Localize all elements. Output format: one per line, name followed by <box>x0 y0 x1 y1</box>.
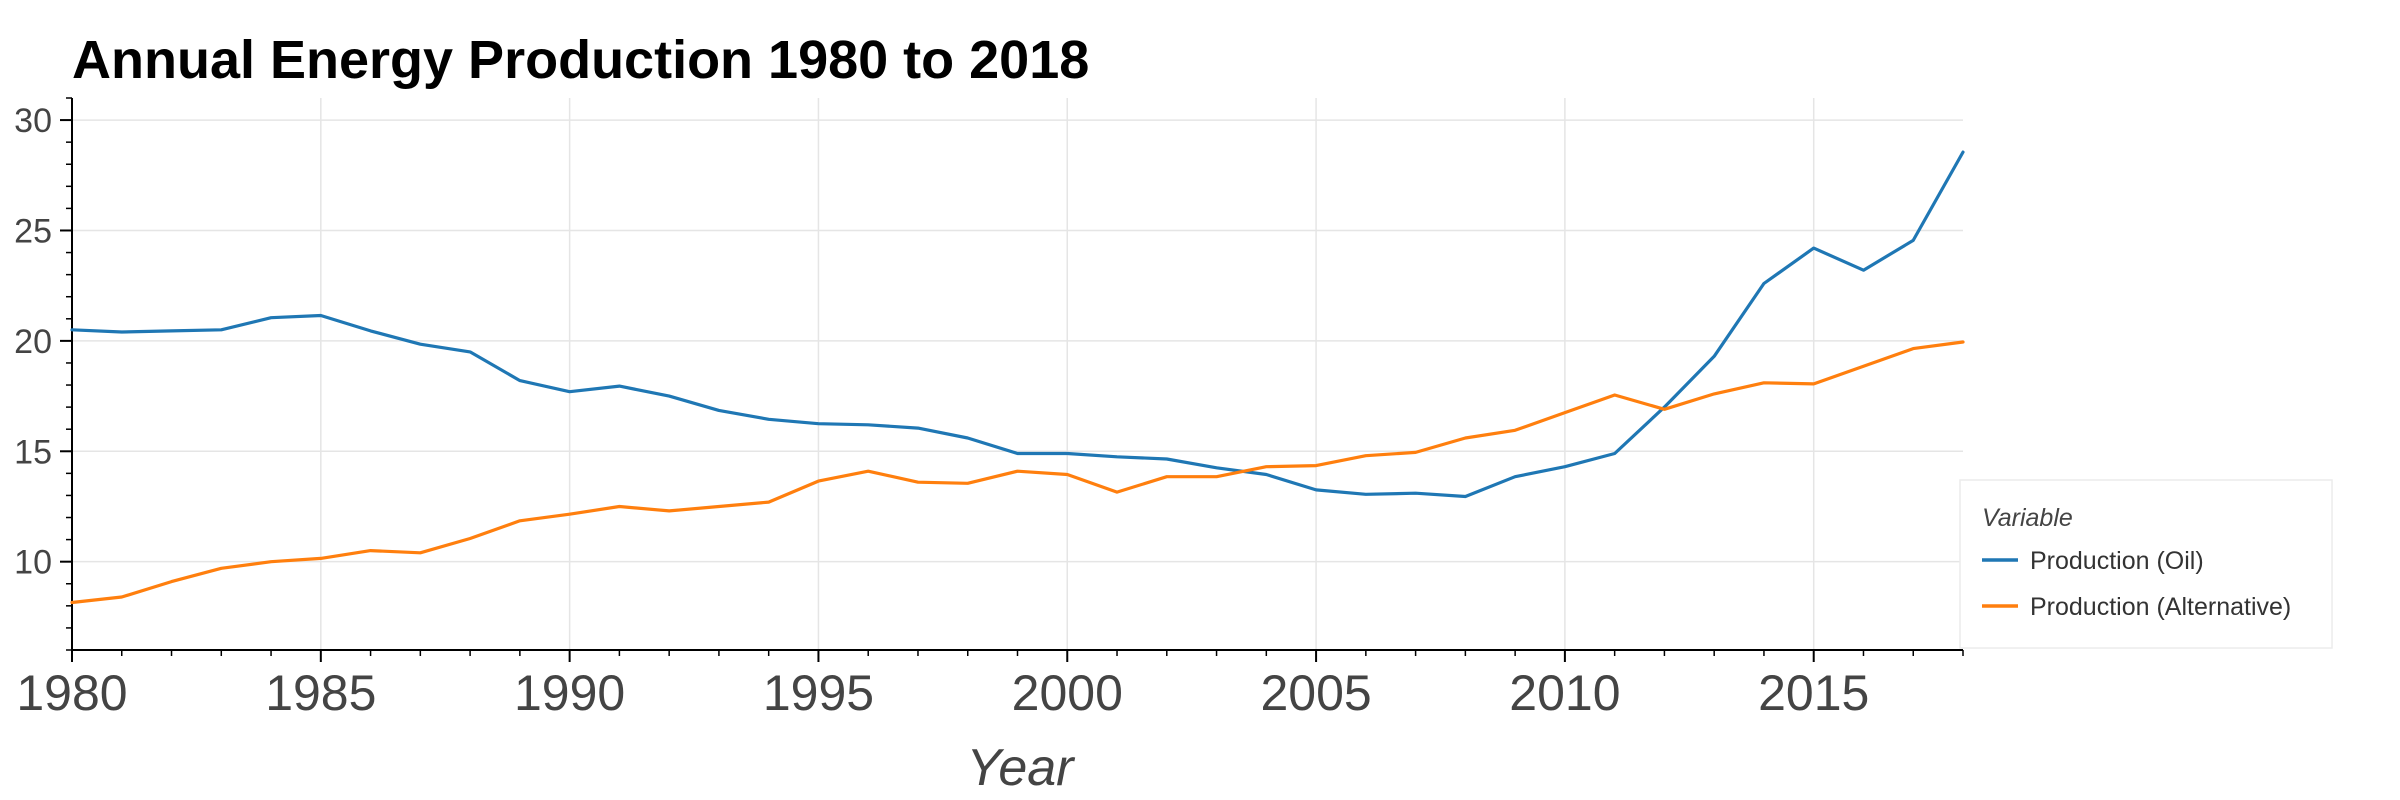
y-tick-label: 30 <box>14 102 52 140</box>
grid-lines <box>71 98 1963 650</box>
y-tick-label: 25 <box>14 212 52 250</box>
series-line-0 <box>70 150 1965 499</box>
x-tick-label: 1990 <box>514 665 625 721</box>
legend: Variable Production (Oil) Production (Alt… <box>1959 479 2333 649</box>
x-tick-label: 2005 <box>1260 665 1371 721</box>
x-tick-label: 2000 <box>1012 665 1123 721</box>
series-lines <box>70 150 1965 605</box>
legend-box <box>1959 479 2333 649</box>
x-tick-label: 1980 <box>16 665 127 721</box>
y-tick-label: 10 <box>14 544 52 582</box>
y-tick-label: 15 <box>14 433 52 471</box>
legend-label: Production (Alternative) <box>2030 593 2291 621</box>
chart-title: Annual Energy Production 1980 to 2018 <box>72 30 1089 90</box>
legend-label: Production (Oil) <box>2030 547 2204 575</box>
x-tick-label: 2015 <box>1758 665 1869 721</box>
axes: 10 15 20 25 30 1980 1985 1990 1995 2000 2005 2010 20… <box>14 97 1964 721</box>
x-axis-label: Year <box>967 739 1077 797</box>
x-tick-label: 2010 <box>1509 665 1620 721</box>
x-tick-label: 1995 <box>763 665 874 721</box>
y-tick-label: 20 <box>14 323 52 361</box>
series-line-1 <box>70 340 1965 605</box>
x-tick-label: 1985 <box>265 665 376 721</box>
legend-title: Variable <box>1982 504 2073 532</box>
